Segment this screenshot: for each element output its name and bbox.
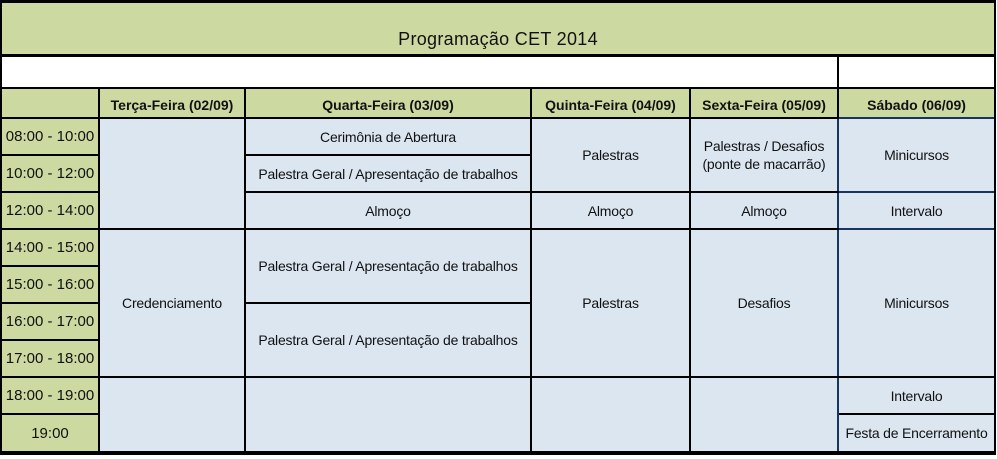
- cell-terca-credenciamento: Credenciamento: [98, 228, 246, 378]
- cell-terca-manha-empty: [98, 117, 246, 230]
- time-slot-19: 19:00: [2, 413, 100, 451]
- cell-sabado-festa: Festa de Encerramento: [836, 413, 995, 451]
- cell-quarta-palestra-tarde1: Palestra Geral / Apresentação de trabalh…: [244, 228, 532, 304]
- cell-sexta-noite-empty: [689, 376, 839, 451]
- column-header-quarta: Quarta-Feira (03/09): [244, 87, 532, 119]
- event-label-line1: Palestras / Desafios: [703, 137, 825, 154]
- time-slot-16-17: 16:00 - 17:00: [2, 302, 100, 341]
- time-slot-14-15: 14:00 - 15:00: [2, 228, 100, 267]
- cell-quarta-noite-empty: [244, 376, 532, 451]
- schedule-table: Programação CET 2014 Terça-Feira (02/09)…: [2, 3, 995, 451]
- column-header-sexta: Sexta-Feira (05/09): [689, 87, 839, 119]
- column-header-time: [2, 87, 100, 119]
- spacer-cell-left: [2, 54, 839, 89]
- page-title: Programação CET 2014: [2, 3, 995, 57]
- time-slot-12-14: 12:00 - 14:00: [2, 191, 100, 230]
- cell-sabado-intervalo-almoco: Intervalo: [836, 191, 995, 230]
- cell-quinta-almoco: Almoço: [530, 191, 691, 230]
- cell-sabado-minicursos-manha: Minicursos: [836, 117, 995, 193]
- cell-quarta-palestra-tarde2: Palestra Geral / Apresentação de trabalh…: [244, 302, 531, 378]
- cell-quarta-abertura: Cerimônia de Abertura: [244, 117, 532, 156]
- cell-quarta-almoco: Almoço: [244, 191, 532, 230]
- column-header-terca: Terça-Feira (02/09): [98, 87, 246, 119]
- cell-quinta-palestras-tarde: Palestras: [530, 228, 691, 378]
- cell-sexta-desafios: Desafios: [689, 228, 839, 378]
- cell-sabado-intervalo-noite: Intervalo: [836, 376, 995, 415]
- cell-quinta-palestras-manha: Palestras: [530, 117, 691, 193]
- cell-sexta-almoco: Almoço: [689, 191, 839, 230]
- time-slot-17-18: 17:00 - 18:00: [2, 339, 99, 378]
- column-header-quinta: Quinta-Feira (04/09): [530, 87, 691, 119]
- time-slot-15-16: 15:00 - 16:00: [2, 265, 99, 304]
- cell-terca-noite-empty: [98, 376, 246, 451]
- time-slot-10-12: 10:00 - 12:00: [2, 154, 100, 193]
- time-slot-18-19: 18:00 - 19:00: [2, 376, 100, 415]
- time-slot-08-10: 08:00 - 10:00: [2, 117, 100, 156]
- cell-sabado-minicursos-tarde: Minicursos: [836, 228, 995, 378]
- cell-sexta-palestras-desafios: Palestras / Desafios (ponte de macarrão): [689, 117, 839, 193]
- cell-quarta-palestra-manha: Palestra Geral / Apresentação de trabalh…: [244, 154, 531, 193]
- column-header-sabado: Sábado (06/09): [836, 87, 995, 119]
- spacer-cell-right: [836, 54, 995, 89]
- event-label-line2: (ponte de macarrão): [702, 156, 826, 172]
- cell-quinta-noite-empty: [530, 376, 691, 451]
